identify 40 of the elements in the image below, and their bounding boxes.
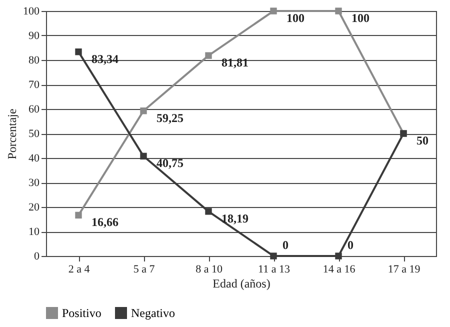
data-label: 18,19 xyxy=(222,211,248,226)
point xyxy=(270,252,277,260)
data-label: 0 xyxy=(348,238,354,252)
point xyxy=(335,8,342,14)
data-label: 100 xyxy=(352,11,370,25)
y-tick-label: 10 xyxy=(28,226,40,238)
y-tick-label: 90 xyxy=(28,30,40,42)
y-tick-label: 50 xyxy=(28,128,40,140)
y-tick-label: 70 xyxy=(28,79,40,91)
data-label: 0 xyxy=(282,238,288,252)
x-tick-label: 17 a 19 xyxy=(388,264,421,276)
data-label: 100 xyxy=(286,11,304,25)
legend-label: Positivo xyxy=(62,306,102,320)
data-label: 59,25 xyxy=(156,110,184,125)
x-axis-title: Edad (años) xyxy=(212,276,270,290)
x-tick-label: 14 a 16 xyxy=(322,264,356,276)
point xyxy=(75,212,82,219)
x-tick-label: 8 a 10 xyxy=(196,264,223,276)
y-tick-label: 30 xyxy=(28,177,40,189)
y-axis-title: Porcentaje xyxy=(5,108,19,160)
point xyxy=(270,8,277,14)
y-tick-label: 100 xyxy=(23,6,40,18)
data-label: 50 xyxy=(416,134,428,148)
x-tick-label: 5 a 7 xyxy=(133,264,156,276)
data-label: 40,75 xyxy=(156,156,184,170)
y-tick-label: 20 xyxy=(28,202,40,214)
point xyxy=(205,52,212,59)
y-tick-label: 40 xyxy=(28,152,40,164)
y-tick-label: 80 xyxy=(28,54,40,66)
y-tick-label: 60 xyxy=(28,104,40,116)
y-tick-label: 0 xyxy=(34,250,40,262)
legend-label: Negativo xyxy=(131,306,175,320)
point xyxy=(140,107,147,114)
point xyxy=(75,48,82,56)
data-label: 16,66 xyxy=(92,215,118,230)
point xyxy=(205,208,212,215)
x-tick-label: 11 a 13 xyxy=(258,264,290,276)
point xyxy=(140,152,147,160)
x-tick-label: 2 a 4 xyxy=(68,264,90,276)
point xyxy=(335,252,342,260)
